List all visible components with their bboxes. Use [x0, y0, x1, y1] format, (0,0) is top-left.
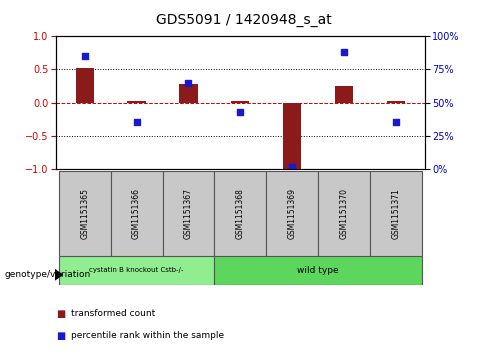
Bar: [370, 171, 422, 256]
Text: transformed count: transformed count: [71, 310, 155, 318]
Point: [133, 119, 141, 125]
Point: [288, 164, 296, 170]
Bar: [127, 101, 145, 102]
Bar: [387, 101, 405, 102]
Polygon shape: [55, 269, 63, 281]
Text: GDS5091 / 1420948_s_at: GDS5091 / 1420948_s_at: [156, 13, 332, 27]
Text: GSM1151371: GSM1151371: [391, 188, 401, 239]
Text: genotype/variation: genotype/variation: [5, 270, 91, 278]
Bar: [111, 171, 163, 256]
Bar: [163, 171, 214, 256]
Point: [392, 119, 400, 125]
Bar: [59, 256, 214, 285]
Bar: [180, 84, 198, 102]
Point: [237, 109, 244, 115]
Bar: [266, 171, 318, 256]
Text: GSM1151369: GSM1151369: [288, 188, 297, 239]
Bar: [59, 171, 111, 256]
Text: ■: ■: [56, 331, 65, 341]
Point: [340, 49, 348, 55]
Bar: [214, 256, 422, 285]
Bar: [76, 68, 94, 102]
Text: percentile rank within the sample: percentile rank within the sample: [71, 331, 224, 340]
Text: wild type: wild type: [297, 266, 339, 275]
Bar: [335, 86, 353, 102]
Text: GSM1151365: GSM1151365: [80, 188, 89, 239]
Text: ■: ■: [56, 309, 65, 319]
Text: GSM1151366: GSM1151366: [132, 188, 141, 239]
Text: GSM1151370: GSM1151370: [340, 188, 348, 239]
Bar: [283, 102, 301, 169]
Bar: [214, 171, 266, 256]
Text: GSM1151367: GSM1151367: [184, 188, 193, 239]
Bar: [318, 171, 370, 256]
Point: [81, 53, 88, 59]
Bar: [231, 101, 249, 102]
Text: GSM1151368: GSM1151368: [236, 188, 245, 239]
Text: cystatin B knockout Cstb-/-: cystatin B knockout Cstb-/-: [89, 268, 184, 273]
Point: [184, 80, 192, 86]
